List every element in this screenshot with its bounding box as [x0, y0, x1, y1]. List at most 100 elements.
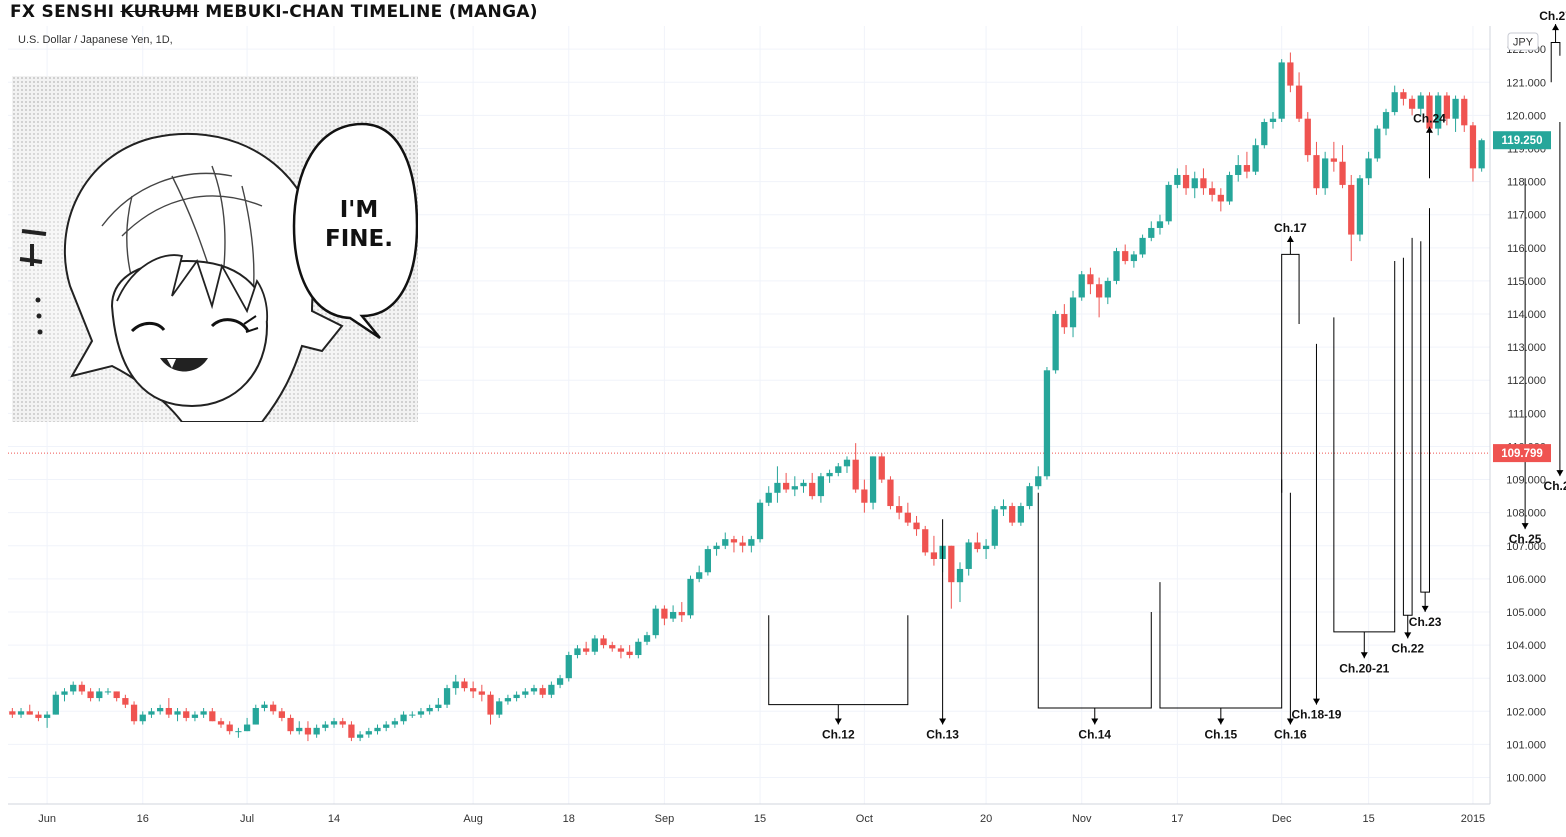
candle-up: [426, 707, 433, 712]
candle-down: [1009, 506, 1016, 523]
chart-title: FX SENSHI KURUMI MEBUKI-CHAN TIMELINE (M…: [10, 2, 538, 22]
annotation-label: Ch.17: [1274, 221, 1307, 235]
time-tick-label: 16: [137, 813, 149, 825]
time-tick-label: 15: [1363, 813, 1375, 825]
annotation-label: Ch.20-21: [1339, 661, 1389, 675]
price-tick-label: 106.000: [1506, 574, 1546, 586]
candle-up: [565, 655, 572, 679]
annotation-arrow: [1286, 235, 1294, 242]
candle-down: [270, 704, 277, 712]
time-tick-label: Sep: [655, 813, 675, 825]
candle-up: [1052, 314, 1059, 371]
candle-up: [1191, 178, 1198, 189]
candle-down: [1443, 95, 1451, 119]
candle-down: [1330, 158, 1337, 162]
candle-down: [217, 721, 225, 725]
annotation-arrow: [1421, 605, 1429, 612]
price-tick-label: 103.000: [1506, 673, 1546, 685]
candle-up: [1174, 174, 1181, 185]
candle-down: [948, 545, 955, 583]
candle-down: [1426, 95, 1433, 129]
candle-up: [1026, 486, 1033, 507]
annotation-arrow: [834, 718, 842, 725]
candle-up: [1130, 254, 1138, 262]
candle-up: [800, 482, 807, 487]
symbol-info: U.S. Dollar / Japanese Yen, 1D,: [18, 34, 173, 46]
candle-up: [1261, 122, 1268, 146]
annotation-layer: Ch.12 Ch.13 Ch.14 Ch.15 Ch.16 Ch.17 Ch.18-19 Ch…: [768, 9, 1566, 741]
candle-up: [643, 635, 651, 642]
candle-up: [174, 711, 181, 715]
candle-down: [1209, 188, 1216, 195]
annotation-label: Ch.13: [926, 727, 959, 741]
candle-up: [1000, 506, 1007, 510]
candle-up: [383, 724, 390, 728]
candle-up: [356, 734, 364, 738]
price-tick-label: 112.000: [1507, 375, 1546, 387]
candle-down: [730, 539, 738, 543]
candle-up: [435, 704, 442, 708]
time-tick-label: 15: [754, 813, 766, 825]
candle-down: [226, 724, 233, 732]
candle-up: [409, 714, 416, 716]
candle-up: [157, 707, 164, 712]
price-tick-label: 113.000: [1507, 342, 1546, 354]
currency-badge[interactable]: JPY: [1507, 32, 1539, 51]
candle-up: [826, 472, 833, 477]
candle-down: [339, 721, 346, 725]
annotation-bracket: [1037, 492, 1152, 709]
candle-up: [322, 724, 329, 728]
candle-down: [809, 482, 816, 497]
title-prefix: FX SENSHI: [10, 2, 121, 22]
candle-up: [817, 476, 825, 497]
candle-up: [296, 727, 303, 732]
candle-down: [861, 489, 868, 503]
candle-up: [722, 539, 729, 546]
candle-up: [191, 714, 199, 718]
annotation-arrow: [939, 718, 947, 725]
candle-down: [661, 608, 668, 619]
candle-up: [982, 545, 990, 550]
candle-up: [1322, 158, 1329, 189]
price-tick-label: 111.000: [1508, 408, 1546, 420]
candle-down: [113, 691, 120, 699]
candle-down: [974, 542, 981, 550]
time-tick-label: Nov: [1072, 813, 1092, 825]
candle-layer: [9, 52, 1485, 742]
candle-up: [1365, 158, 1372, 179]
candle-down: [1304, 118, 1311, 156]
candle-down: [1243, 165, 1251, 172]
candle-down: [678, 611, 685, 616]
candle-down: [470, 688, 477, 692]
annotation-bracket: [1159, 479, 1283, 709]
candle-up: [443, 688, 451, 705]
candle-down: [130, 704, 138, 722]
candle-up: [1269, 118, 1277, 123]
price-tick-label: 117.000: [1507, 210, 1546, 222]
annotation-arrow: [1217, 718, 1225, 725]
candle-up: [748, 539, 755, 546]
annotation-label: Ch.12: [822, 727, 855, 741]
candle-up: [417, 711, 425, 715]
candle-down: [1287, 62, 1294, 86]
candle-up: [452, 681, 459, 689]
candle-down: [1200, 178, 1207, 189]
candle-down: [1295, 85, 1303, 119]
candle-up: [400, 714, 407, 722]
candle-down: [1122, 251, 1129, 262]
candle-up: [1165, 184, 1172, 222]
candle-up: [1104, 280, 1111, 298]
candle-up: [687, 578, 694, 616]
candle-up: [374, 727, 381, 732]
candle-down: [626, 651, 633, 656]
time-tick-label: 18: [563, 813, 575, 825]
candle-up: [235, 731, 242, 733]
candle-up: [696, 572, 703, 579]
candle-up: [96, 691, 103, 699]
annotation-bracket: [1420, 208, 1430, 593]
candle-up: [504, 698, 512, 702]
candle-up: [635, 641, 642, 656]
candle-down: [922, 529, 929, 553]
reference-price-tag: [1493, 444, 1551, 463]
sound-effect-marks: [19, 229, 47, 266]
